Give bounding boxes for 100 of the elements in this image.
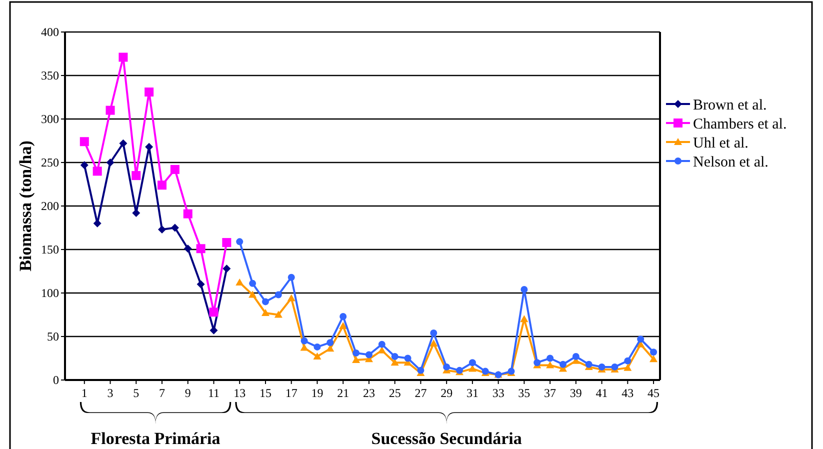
x-tick-label: 43: [622, 386, 634, 400]
point: [118, 52, 128, 62]
point: [106, 158, 114, 166]
y-tick-label: 350: [41, 68, 59, 83]
point: [236, 238, 244, 246]
point: [261, 309, 270, 316]
point: [520, 286, 528, 294]
x-tick-label: 37: [544, 386, 556, 400]
x-tick-label: 5: [133, 386, 140, 400]
x-tick-label: 41: [596, 386, 608, 400]
point: [236, 278, 244, 286]
point: [430, 330, 438, 337]
x-tick-label: 21: [337, 386, 350, 400]
point: [546, 361, 554, 368]
x-tick-label: 11: [208, 386, 220, 400]
point: [248, 290, 257, 298]
legend-label: Brown et al.: [693, 97, 767, 114]
x-tick-label: 33: [492, 386, 504, 400]
point: [326, 339, 334, 346]
point: [352, 350, 360, 357]
y-axis-title: Biomassa (ton/ha): [16, 140, 35, 272]
point: [80, 137, 89, 146]
y-tick-label: 300: [41, 112, 59, 126]
text: Floresta Primária: [90, 429, 221, 448]
point: [417, 366, 424, 374]
point: [313, 352, 322, 360]
point: [106, 106, 115, 115]
point: [144, 88, 154, 97]
y-tick-label: 400: [41, 25, 59, 40]
point: [300, 337, 308, 344]
point: [443, 363, 450, 370]
y-tick-label: 100: [41, 286, 59, 300]
point: [391, 353, 398, 360]
point: [611, 363, 618, 370]
text: Sucessão Secundária: [371, 429, 522, 448]
x-tick-label: 25: [388, 386, 401, 400]
point: [274, 291, 282, 298]
x-tick-label: 31: [466, 386, 478, 400]
x-tick-label: 29: [440, 386, 453, 400]
point: [209, 308, 218, 317]
point: [390, 358, 399, 366]
point: [404, 354, 412, 362]
point: [624, 364, 632, 371]
point: [624, 357, 632, 364]
point: [430, 339, 438, 346]
x-tick-label: 3: [107, 386, 114, 400]
point: [598, 363, 606, 370]
point: [378, 340, 386, 348]
x-tick-label: 39: [570, 386, 582, 400]
x-tick-label: 23: [362, 386, 375, 400]
x-tick-label: 1: [81, 386, 88, 400]
y-tick-label: 0: [53, 373, 59, 388]
point: [314, 343, 321, 350]
y-tick-label: 50: [47, 330, 59, 344]
y-tick-label: 250: [41, 156, 59, 170]
point: [170, 164, 180, 174]
x-tick-label: 7: [159, 386, 166, 400]
point: [287, 294, 296, 302]
x-tick-label: 27: [414, 386, 427, 400]
point: [637, 336, 644, 343]
x-tick-label: 13: [234, 386, 246, 400]
point: [340, 312, 347, 320]
point: [249, 280, 256, 287]
point: [184, 244, 192, 253]
point: [650, 348, 658, 356]
point: [262, 298, 269, 306]
point: [572, 353, 580, 360]
point: [170, 224, 179, 232]
point: [80, 161, 88, 170]
x-tick-label: 19: [311, 386, 324, 400]
point: [222, 238, 232, 248]
point: [119, 139, 128, 148]
point: [339, 322, 348, 330]
point: [132, 171, 141, 180]
legend-label: Chambers et al.: [693, 116, 787, 132]
point: [288, 274, 295, 281]
point: [222, 264, 231, 273]
x-tick-label: 35: [518, 386, 530, 400]
y-tick-label: 200: [41, 199, 59, 214]
x-tick-label: 45: [648, 386, 660, 400]
point: [650, 355, 658, 362]
point: [520, 315, 528, 322]
point: [158, 225, 166, 234]
x-tick-label: 15: [259, 386, 272, 400]
y-tick-label: 150: [41, 242, 59, 257]
point: [196, 244, 206, 254]
legend-label: Uhl et al.: [693, 135, 748, 152]
point: [365, 351, 372, 358]
point: [468, 359, 476, 366]
point: [196, 280, 205, 288]
point: [546, 354, 554, 362]
point: [559, 360, 566, 368]
point: [274, 310, 282, 318]
x-tick-label: 17: [285, 386, 298, 400]
point: [183, 209, 192, 218]
point: [300, 344, 308, 351]
x-tick-label: 9: [184, 386, 191, 400]
point: [92, 166, 102, 176]
point: [158, 180, 167, 190]
legend-label: Nelson et al.: [693, 154, 768, 170]
